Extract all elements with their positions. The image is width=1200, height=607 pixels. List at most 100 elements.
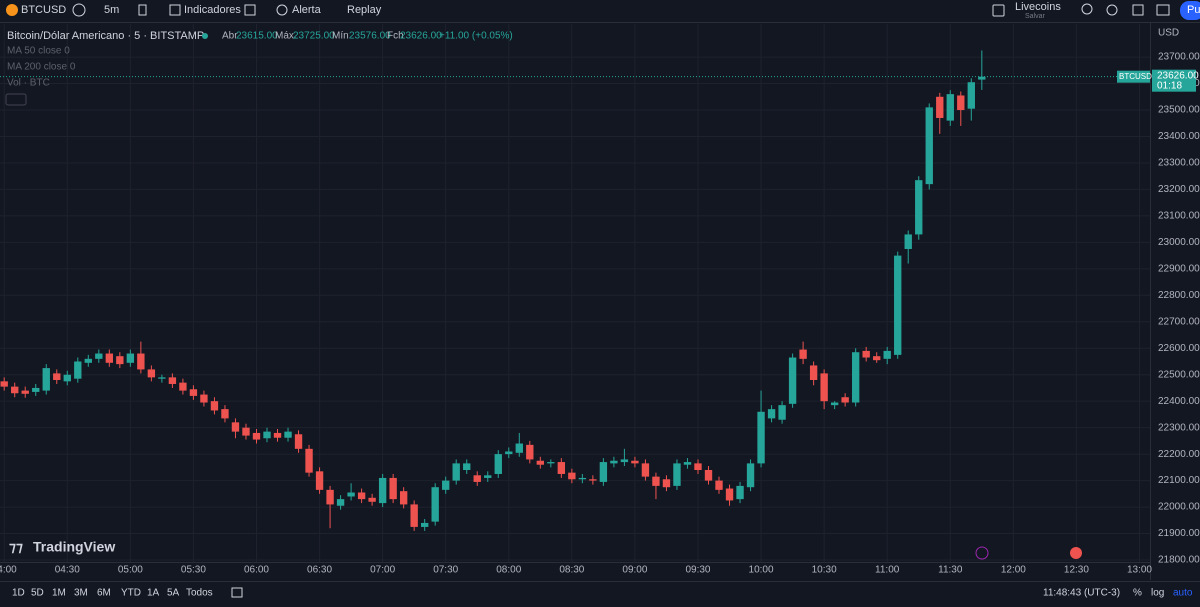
candle-body — [389, 477, 397, 500]
alert[interactable]: Alerta — [292, 4, 322, 16]
logo: TradingView — [33, 539, 115, 555]
study[interactable]: Vol · BTC — [7, 78, 50, 89]
event-icon[interactable] — [975, 546, 989, 560]
grid — [0, 24, 1150, 562]
market-status — [202, 33, 208, 39]
range-button[interactable]: Todos — [186, 588, 213, 599]
candle-body — [736, 485, 744, 500]
candle-body — [357, 492, 366, 500]
watchlist[interactable] — [992, 4, 1005, 17]
replay[interactable]: Replay — [347, 4, 382, 16]
candle-body — [830, 402, 839, 406]
candle-body — [84, 358, 92, 363]
y-tick-label: 21900.00 — [1158, 528, 1200, 539]
settings[interactable] — [1106, 4, 1118, 16]
fullscreen[interactable] — [1132, 4, 1144, 16]
candle-body — [368, 497, 376, 502]
candle-body — [200, 394, 208, 403]
candle-body — [116, 356, 124, 365]
candle-body — [547, 462, 555, 464]
x-tick-label: 09:00 — [622, 565, 647, 576]
candle-body — [757, 411, 765, 464]
log-toggle[interactable]: log — [1151, 588, 1164, 599]
candle-body — [126, 353, 135, 363]
range-button[interactable]: 5A — [167, 588, 180, 599]
candle-body — [715, 480, 723, 490]
y-tick-label: 22700.00 — [1158, 316, 1200, 327]
candle-body — [273, 432, 282, 438]
candle-body — [841, 397, 849, 403]
candle-body — [883, 350, 891, 359]
search[interactable] — [1081, 3, 1093, 15]
x-tick-label: 08:00 — [496, 565, 521, 576]
study[interactable]: MA 200 close 0 — [7, 62, 76, 73]
close-label: Fch — [387, 31, 404, 42]
candle-body — [873, 356, 881, 361]
indicators[interactable]: Indicadores — [184, 4, 241, 16]
event-icon[interactable] — [1070, 547, 1082, 559]
layout-name[interactable]: Livecoins — [1015, 1, 1061, 13]
alert-icon — [276, 4, 288, 16]
save[interactable]: Salvar — [1025, 13, 1046, 20]
candle-body — [63, 374, 71, 382]
range-button[interactable]: 1M — [52, 588, 66, 599]
range-button[interactable]: 1A — [147, 588, 160, 599]
candle-body — [484, 475, 492, 478]
templates[interactable] — [244, 4, 256, 16]
indicators-icon — [169, 4, 181, 16]
x-tick-label: 06:30 — [307, 565, 332, 576]
candle-body — [147, 369, 156, 378]
x-tick-label: 13:00 — [1127, 565, 1152, 576]
chart-type[interactable] — [138, 4, 147, 16]
add-symbol[interactable] — [72, 3, 86, 17]
candle-body — [620, 459, 629, 463]
candle-body — [105, 353, 114, 363]
collapse-legend[interactable] — [5, 93, 27, 106]
range-button[interactable]: 1D — [12, 588, 25, 599]
y-tick-label: 22900.00 — [1158, 263, 1200, 274]
auto-toggle[interactable]: auto — [1173, 588, 1193, 599]
candle-body — [305, 448, 313, 473]
low-value: 23576.00 — [349, 31, 391, 42]
open-label: Abr — [222, 31, 238, 42]
candle-body — [378, 477, 387, 504]
candle-body — [473, 475, 481, 482]
study[interactable]: MA 50 close 0 — [7, 46, 70, 57]
snapshot[interactable] — [1156, 4, 1170, 16]
interval[interactable]: 5m — [104, 4, 119, 16]
candle-body — [263, 431, 271, 439]
open-value: 23615.00 — [236, 31, 278, 42]
candle-body — [0, 381, 8, 387]
y-tick-label: 23000.00 — [1158, 237, 1200, 248]
candle-body — [725, 488, 734, 501]
candle-body — [746, 463, 755, 488]
range-button[interactable]: 5D — [31, 588, 44, 599]
publish-button[interactable] — [1180, 1, 1200, 20]
x-tick-label: 04:30 — [55, 565, 80, 576]
candle-body — [494, 454, 502, 474]
publish[interactable]: Pub — [1187, 4, 1200, 16]
candle-body — [925, 107, 933, 185]
clock: 11:48:43 (UTC-3) — [1043, 588, 1120, 599]
candle-body — [820, 373, 828, 402]
range-button[interactable]: 6M — [97, 588, 111, 599]
range-button[interactable]: 3M — [74, 588, 88, 599]
candle-body — [158, 377, 166, 379]
percent-toggle[interactable]: % — [1133, 588, 1142, 599]
high-value: 23725.00 — [293, 31, 335, 42]
price-tag-countdown: 01:18 — [1157, 80, 1182, 91]
symbol-tag-label: BTCUSD — [1119, 72, 1152, 81]
candle-body — [347, 492, 355, 497]
candle-body — [463, 463, 471, 471]
range-button[interactable]: YTD — [121, 588, 141, 599]
candle-body — [410, 504, 418, 527]
symbol[interactable]: BTCUSD — [21, 4, 66, 16]
x-tick-label: 08:30 — [559, 565, 584, 576]
currency[interactable]: USD — [1158, 28, 1179, 39]
date-range-icon[interactable] — [231, 587, 243, 598]
candle-body — [526, 444, 534, 460]
candle-body — [809, 365, 818, 381]
symbol-tag — [1117, 70, 1150, 83]
price-tag — [1152, 69, 1196, 92]
